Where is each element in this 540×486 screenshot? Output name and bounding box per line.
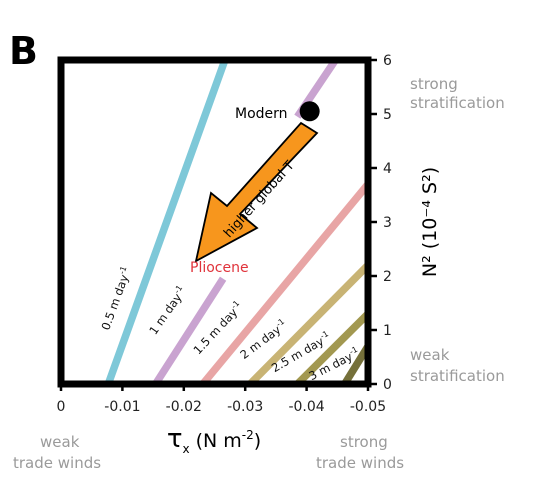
x-tick-label: -0.01 [104,399,140,415]
contour-line-1 [152,276,227,384]
y-tick-label: 5 [383,107,392,123]
modern-point [299,101,320,122]
higher-temperature-arrow: higher global T [194,121,319,263]
x-tick-label: -0.03 [227,399,263,415]
contour-line-5 [294,311,368,384]
contour-line-6 [341,344,368,384]
x-axis-label: τx (N m-2) [167,424,261,456]
x-tick-label: -0.05 [350,399,386,415]
y-tick-label: 4 [383,161,392,177]
strong-stratification-line1: strong [410,75,458,93]
x-axis-symbol: τ [167,424,183,454]
strong-trade-winds-line1: strong [340,433,388,451]
weak-trade-winds-line2: trade winds [13,454,101,472]
contour-line-0 [104,60,229,384]
x-tick-label: -0.02 [166,399,202,415]
strong-trade-winds-line2: trade winds [316,454,404,472]
contour-line-3 [199,181,368,384]
y-tick-label: 2 [383,269,392,285]
weak-stratification-line2: stratification [410,367,505,385]
y-tick-label: 3 [383,215,392,231]
contour-labels: 0.5 m day-11 m day-11.5 m day-12 m day-1… [98,265,359,383]
contour-line-4 [247,262,368,384]
y-tick-label: 6 [383,53,392,69]
x-axis-close: ) [254,430,261,452]
arrow-shape [194,121,319,263]
x-axis-unit-exp: -2 [242,428,254,442]
x-axis-unit: (N m [196,430,242,452]
contour-label-3: 1.5 m day-1 [190,299,246,357]
contour-label-1: 1 m day-1 [145,284,189,338]
y-axis-ticks: 0 1 2 3 4 5 6 [366,53,392,393]
panel-label: B [9,29,38,73]
pliocene-label: Pliocene [190,260,249,276]
contour-lines [104,60,368,384]
weak-trade-winds-line1: weak [40,433,80,451]
strong-stratification-line2: stratification [410,94,505,112]
y-tick-label: 0 [383,377,392,393]
y-tick-label: 1 [383,323,392,339]
modern-label: Modern [235,106,288,122]
x-tick-label: -0.04 [288,399,324,415]
y-axis-label: N² (10⁻⁴ S²) [419,167,441,277]
x-axis-ticks: 0 -0.01 -0.02 -0.03 -0.04 -0.05 [57,382,386,415]
weak-stratification-line1: weak [410,346,450,364]
x-axis-subscript: x [182,442,189,456]
x-tick-label: 0 [57,399,66,415]
